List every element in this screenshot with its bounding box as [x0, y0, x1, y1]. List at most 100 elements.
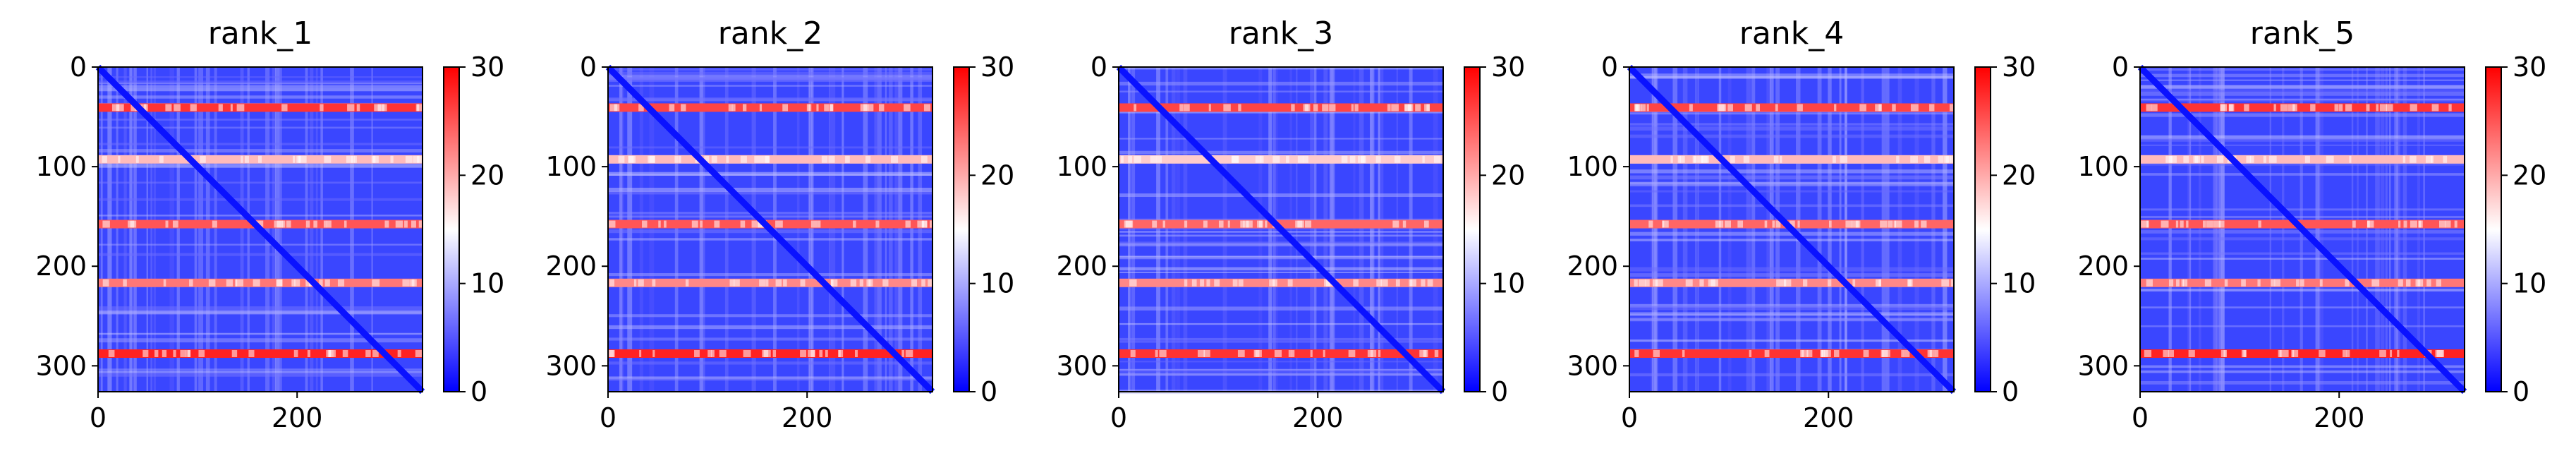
heatmap-row-streak — [98, 311, 423, 314]
heatmap-band-cell — [353, 155, 357, 163]
heatmap-band-cell — [372, 279, 380, 287]
heatmap-band-cell — [2426, 279, 2431, 287]
heatmap-column-streak — [1769, 67, 1774, 392]
heatmap-band-cell — [2338, 104, 2343, 112]
heatmap-row-streak — [98, 198, 423, 201]
heatmap-band-cell — [2398, 279, 2403, 287]
heatmap-band-cell — [1921, 220, 1927, 228]
heatmap-band-cell — [2263, 155, 2267, 163]
heatmap-band-cell — [816, 104, 819, 112]
heatmap-row-streak — [608, 191, 932, 195]
heatmap-band-cell — [2258, 220, 2261, 228]
heatmap-band-cell — [865, 155, 871, 163]
heatmap-cells — [95, 64, 427, 395]
heatmap-column-streak — [1844, 67, 1847, 392]
heatmap-column-streak — [889, 67, 893, 392]
heatmap-band-cell — [2223, 349, 2228, 357]
colorbar-tick-label: 10 — [2002, 268, 2036, 299]
heatmap-column-streak — [1845, 67, 1847, 392]
panel-title: rank_5 — [2250, 16, 2355, 52]
heatmap-band-cell — [2268, 155, 2277, 163]
heatmap-band-cell — [2163, 349, 2169, 357]
panel-title: rank_3 — [1229, 16, 1333, 52]
heatmap-band-cell — [293, 349, 298, 357]
heatmap-band-cell — [2319, 349, 2326, 357]
heatmap-band-cell — [1689, 104, 1693, 112]
heatmap-row-streak — [608, 325, 932, 330]
heatmap-band-cell — [891, 155, 899, 163]
x-tick-label: 0 — [90, 402, 107, 433]
heatmap-column-streak — [2187, 67, 2191, 392]
heatmap-column-streak — [1914, 67, 1919, 392]
heatmap-band-cell — [711, 155, 717, 163]
heatmap-band-cell — [1945, 155, 1949, 163]
colorbar: 0 10 20 30 — [443, 52, 504, 407]
heatmap-band-cell — [188, 349, 190, 357]
heatmap-row-band — [608, 155, 932, 164]
heatmap-column-streak — [2351, 67, 2354, 392]
heatmap-band-cell — [669, 104, 675, 112]
heatmap-band-cell — [1237, 349, 1245, 357]
heatmap-column-streak — [2319, 67, 2323, 392]
heatmap-column-streak — [146, 67, 148, 392]
heatmap-band-cell — [681, 104, 686, 112]
heatmap-band-cell — [1162, 220, 1166, 228]
heatmap-column-streak — [724, 67, 729, 392]
heatmap-band-cell — [642, 220, 648, 228]
heatmap-band-cell — [707, 349, 712, 357]
heatmap-band-cell — [142, 349, 149, 357]
heatmap-band-cell — [2418, 220, 2422, 228]
heatmap-column-streak — [808, 67, 810, 392]
heatmap-column-streak — [214, 67, 217, 392]
colorbar-gradient — [1974, 66, 1991, 392]
heatmap-band-cell — [2425, 155, 2433, 163]
heatmap-row-streak — [1629, 169, 1954, 174]
heatmap-band-cell — [1910, 155, 1913, 163]
heatmap-band-cell — [1881, 349, 1884, 357]
colorbar-tick-label: 30 — [2513, 52, 2546, 83]
heatmap-band-cell — [1880, 220, 1888, 228]
heatmap-band-cell — [2296, 279, 2299, 287]
heatmap-band-cell — [405, 155, 413, 163]
x-tick-label: 200 — [782, 402, 833, 433]
heatmap-band-cell — [1394, 155, 1401, 163]
heatmap-band-cell — [2288, 104, 2295, 112]
heatmap-band-cell — [1652, 279, 1658, 287]
heatmap-column-streak — [2213, 67, 2216, 392]
heatmap-row-streak — [1629, 134, 1954, 138]
heatmap-row-streak — [1119, 267, 1443, 271]
heatmap-band-cell — [1639, 279, 1646, 287]
heatmap-band-cell — [411, 220, 416, 228]
heatmap-band-cell — [800, 279, 806, 287]
plot-frame — [97, 66, 423, 392]
heatmap-row-streak — [98, 126, 423, 129]
heatmap-band-cell — [1800, 349, 1804, 357]
heatmap-band-cell — [2445, 220, 2451, 228]
heatmap-band-cell — [2180, 220, 2184, 228]
colorbar-tick-label: 20 — [980, 160, 1014, 191]
heatmap-column-streak — [619, 67, 624, 392]
colorbar-tick-label: 20 — [2513, 160, 2546, 191]
heatmap-band-cell — [1134, 104, 1137, 112]
heatmap-column-streak — [100, 67, 103, 392]
heatmap-band-cell — [911, 279, 917, 287]
heatmap-band-cell — [1433, 155, 1441, 163]
heatmap-band-cell — [1634, 279, 1638, 287]
heatmap-band-cell — [859, 279, 864, 287]
heatmap-band-cell — [1797, 220, 1800, 228]
heatmap-band-cell — [2194, 155, 2200, 163]
heatmap-band-cell — [2146, 279, 2153, 287]
heatmap-band-cell — [390, 155, 394, 163]
heatmap-band-cell — [729, 279, 735, 287]
heatmap-band-cell — [1376, 279, 1382, 287]
heatmap-band-cell — [828, 155, 835, 163]
heatmap-column-streak — [2189, 67, 2192, 392]
heatmap-band-cell — [1238, 104, 1241, 112]
heatmap-row-streak — [608, 71, 932, 76]
heatmap-band-cell — [1903, 349, 1910, 357]
heatmap-band-cell — [2431, 104, 2439, 112]
heatmap-band-cell — [1419, 349, 1427, 357]
heatmap-band-cell — [1828, 279, 1832, 287]
heatmap-row-streak — [2140, 215, 2465, 218]
